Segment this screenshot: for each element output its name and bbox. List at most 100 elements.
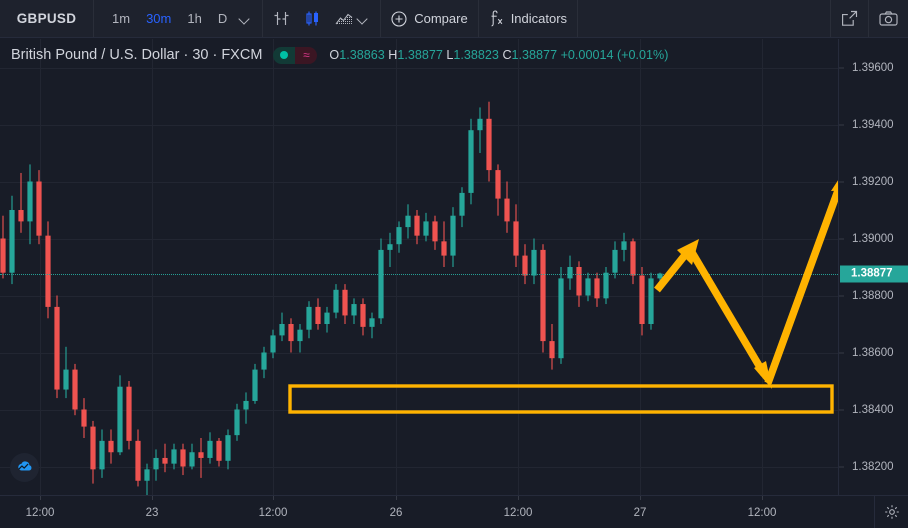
candle-body — [387, 244, 393, 250]
candle-body — [297, 329, 303, 342]
candle-body — [63, 369, 69, 390]
plus-circle-icon — [391, 10, 407, 27]
timeframe-30m[interactable]: 30m — [146, 11, 172, 26]
time-axis-tick — [762, 496, 763, 500]
candle-body — [270, 335, 276, 353]
area-chart-icon[interactable] — [335, 11, 353, 26]
candle-body — [315, 306, 321, 324]
candle-body — [72, 369, 78, 410]
chevron-down-icon[interactable] — [238, 12, 252, 26]
price-axis-tick — [839, 181, 844, 182]
candle-body — [9, 210, 15, 273]
chart-legend: British Pound / U.S. Dollar · 30 · FXCM … — [0, 39, 668, 71]
price-change: +0.00014 (+0.01%) — [560, 48, 669, 62]
fullscreen-group — [831, 0, 869, 37]
candle-body — [540, 249, 546, 342]
price-axis-tick — [839, 238, 844, 239]
candle-body — [90, 426, 96, 470]
ohlc-h-value: 1.38877 — [397, 48, 443, 62]
candlestick-series — [0, 101, 663, 495]
chart-toolbar: GBPUSD 1m 30m 1h D — [0, 0, 908, 38]
timeframe-1m[interactable]: 1m — [112, 11, 131, 26]
symbol-label: GBPUSD — [16, 11, 77, 26]
candle-body — [621, 241, 627, 250]
camera-icon[interactable] — [879, 10, 898, 27]
candle-body — [630, 241, 636, 276]
candle-body — [54, 306, 60, 390]
symbol-description[interactable]: British Pound / U.S. Dollar · 30 · FXCM — [11, 47, 263, 63]
price-axis-tick — [839, 295, 844, 296]
gear-icon[interactable] — [884, 504, 900, 520]
horizontal-gridline — [0, 181, 838, 183]
candle-body — [333, 289, 339, 313]
candle-body — [495, 170, 501, 199]
candle-body — [171, 449, 177, 464]
time-axis[interactable]: 12:00 23 12:00 26 12:00 27 12:00 — [0, 495, 908, 528]
price-axis-label: 1.39000 — [852, 232, 894, 245]
price-axis-tick — [839, 409, 844, 410]
ohlc-values: O1.38863 H1.38877 L1.38823 C1.38877 +0.0… — [329, 48, 668, 62]
ohlc-l-key: L — [446, 48, 454, 62]
ohlc-l-value: 1.38823 — [453, 48, 499, 62]
candle-body — [144, 469, 150, 481]
price-axis-label: 1.38200 — [852, 460, 894, 473]
ohlc-c-value: 1.38877 — [511, 48, 558, 62]
candle-body — [504, 198, 510, 222]
candle-body — [0, 238, 6, 273]
compare-label: Compare — [414, 11, 468, 26]
candle-body — [153, 457, 159, 470]
candle-body — [81, 409, 87, 427]
time-axis-label: 27 — [633, 507, 647, 519]
compare-button[interactable]: Compare — [391, 10, 468, 27]
current-price-line — [0, 273, 838, 275]
time-axis-tick — [640, 496, 641, 500]
candle-body — [135, 440, 141, 481]
price-axis-tick — [839, 67, 844, 68]
horizontal-gridline — [0, 238, 838, 240]
candle-body — [594, 278, 600, 299]
candle-body — [648, 278, 654, 324]
candle-body — [180, 449, 186, 467]
market-open-dot-icon[interactable] — [273, 46, 296, 64]
timeframe-d[interactable]: D — [217, 11, 228, 26]
vertical-gridline — [273, 39, 274, 495]
vertical-gridline — [40, 39, 41, 495]
timeframe-1h[interactable]: 1h — [187, 11, 202, 26]
candle-body — [396, 227, 402, 245]
external-link-icon[interactable] — [841, 10, 858, 27]
candle-body — [162, 457, 168, 464]
candle-body — [198, 452, 204, 458]
candle-body — [450, 215, 456, 256]
candle-body — [45, 235, 51, 307]
chart-canvas[interactable] — [0, 39, 838, 495]
horizontal-gridline — [0, 352, 838, 354]
candle-body — [108, 440, 114, 453]
time-axis-tick — [273, 496, 274, 500]
candle-body — [486, 118, 492, 171]
candle-body — [207, 440, 213, 458]
tradingview-logo-icon[interactable] — [10, 453, 39, 482]
candle-body — [585, 278, 591, 296]
candle-body — [441, 241, 447, 256]
ohlc-o-key: O — [329, 48, 340, 62]
time-axis-label: 12:00 — [503, 507, 533, 519]
chart-type-chevron-down-icon[interactable] — [356, 12, 370, 26]
snapshot-group — [869, 0, 908, 37]
delayed-data-icon[interactable]: ≈ — [295, 46, 318, 64]
candle-body — [288, 324, 294, 342]
candle-body — [351, 304, 357, 316]
indicators-button[interactable]: Indicators — [489, 10, 567, 27]
vertical-gridline — [640, 39, 641, 495]
candle-body — [477, 118, 483, 131]
toolbar-spacer — [578, 0, 831, 37]
bar-chart-icon[interactable] — [273, 10, 290, 27]
candle-body — [225, 435, 231, 461]
symbol-search-button[interactable]: GBPUSD — [0, 0, 94, 37]
price-axis[interactable]: 1.38877 1.39600 1.39400 1.39200 1.39000 1.38… — [838, 39, 908, 495]
time-axis-tick — [40, 496, 41, 500]
candlestick-chart-icon[interactable] — [304, 10, 321, 27]
indicators-group: Indicators — [479, 0, 579, 37]
time-axis-separator — [874, 496, 875, 528]
candle-body — [576, 267, 582, 296]
candle-body — [513, 221, 519, 256]
